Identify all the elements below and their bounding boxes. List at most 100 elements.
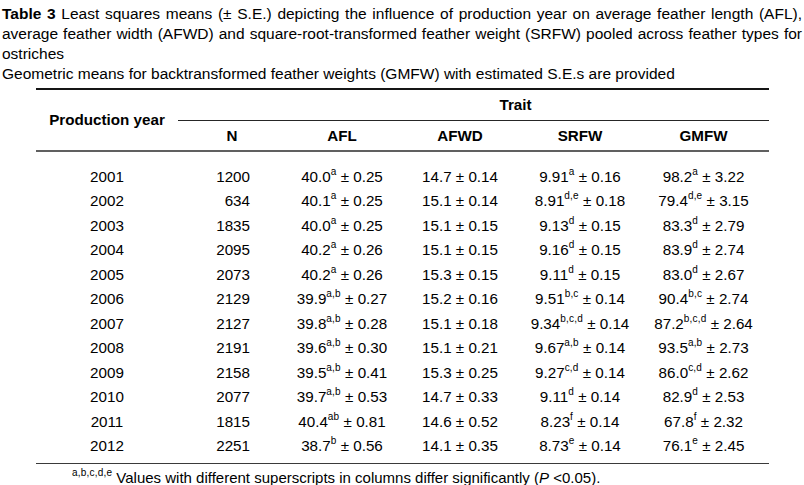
trait-standard-error: ± 0.33 <box>452 388 498 405</box>
trait-mean-value: 86.0 <box>659 364 689 381</box>
cell-gmfw: 87.2b,c,d ± 2.64 <box>638 311 769 336</box>
trait-standard-error: ± 2.53 <box>698 388 744 405</box>
cell-production-year: 2010 <box>36 385 178 410</box>
trait-mean-value: 90.4 <box>659 290 689 307</box>
cell-srfw: 9.51b,c ± 0.14 <box>522 287 638 312</box>
significance-superscript: d <box>568 386 574 397</box>
cell-afl: 40.0a ± 0.25 <box>286 213 398 238</box>
significance-superscript: a <box>331 190 337 201</box>
cell-production-year: 2003 <box>36 213 178 238</box>
cell-afl: 39.8a,b ± 0.28 <box>286 311 398 336</box>
trait-mean-value: 14.7 <box>422 168 452 185</box>
trait-standard-error: ± 0.21 <box>452 339 498 356</box>
trait-mean-value: 8.23 <box>541 413 571 430</box>
cell-afwd: 14.6 ± 0.52 <box>398 409 522 434</box>
cell-gmfw: 83.3d ± 2.79 <box>638 213 769 238</box>
cell-gmfw: 90.4b,c ± 2.74 <box>638 287 769 312</box>
cell-srfw: 9.11d ± 0.14 <box>522 385 638 410</box>
trait-mean-value: 40.0 <box>301 168 331 185</box>
cell-srfw: 9.13d ± 0.15 <box>522 213 638 238</box>
trait-mean-value: 15.1 <box>422 192 452 209</box>
cell-gmfw: 93.5a,b ± 2.73 <box>638 336 769 361</box>
trait-mean-value: 15.3 <box>422 266 452 283</box>
trait-mean-value: 15.1 <box>422 217 452 234</box>
trait-standard-error: ± 0.15 <box>452 241 498 258</box>
cell-gmfw: 83.0d ± 2.67 <box>638 262 769 287</box>
trait-standard-error: ± 0.15 <box>452 266 498 283</box>
trait-mean-value: 82.9 <box>663 388 693 405</box>
trait-standard-error: ± 0.25 <box>336 217 382 234</box>
trait-mean-value: 87.2 <box>654 315 684 332</box>
trait-standard-error: ± 0.56 <box>336 437 382 454</box>
significance-superscript: e <box>569 435 575 446</box>
cell-n: 2251 <box>178 434 286 464</box>
significance-superscript: b,c <box>688 288 702 299</box>
cell-afl: 40.2a ± 0.26 <box>286 262 398 287</box>
trait-standard-error: ± 0.25 <box>336 192 382 209</box>
trait-standard-error: ± 0.35 <box>452 437 498 454</box>
significance-superscript: e <box>692 435 698 446</box>
significance-superscript: d <box>692 264 698 275</box>
significance-superscript: a <box>331 166 337 177</box>
footnote-text: Values with different superscripts in co… <box>112 469 539 485</box>
trait-standard-error: ± 0.30 <box>341 339 387 356</box>
trait-standard-error: ± 0.25 <box>336 168 382 185</box>
footnote-superscripts: a,b,c,d,e <box>72 467 112 478</box>
trait-standard-error: ± 0.81 <box>339 413 385 430</box>
table-caption: Table 3 Least squares means (± S.E.) dep… <box>2 4 802 64</box>
trait-standard-error: ± 0.15 <box>574 241 620 258</box>
trait-standard-error: ± 0.14 <box>579 339 625 356</box>
trait-standard-error: ± 0.14 <box>574 437 620 454</box>
trait-standard-error: ± 0.16 <box>574 168 620 185</box>
cell-afl: 39.9a,b ± 0.27 <box>286 287 398 312</box>
significance-superscript: a,b <box>326 362 341 373</box>
trait-mean-value: 39.6 <box>297 339 327 356</box>
cell-afl: 39.5a,b ± 0.41 <box>286 360 398 385</box>
trait-standard-error: ± 0.26 <box>336 266 382 283</box>
significance-superscript: f <box>570 411 573 422</box>
cell-n: 2077 <box>178 385 286 410</box>
trait-standard-error: ± 0.14 <box>573 413 619 430</box>
caption-table-number: Table 3 <box>2 5 56 22</box>
trait-mean-value: 9.91 <box>539 168 569 185</box>
trait-standard-error: ± 0.14 <box>452 168 498 185</box>
trait-mean-value: 93.5 <box>658 339 688 356</box>
significance-superscript: d <box>692 239 698 250</box>
cell-n: 1835 <box>178 213 286 238</box>
column-header-n: N <box>178 121 286 152</box>
significance-superscript: ab <box>328 411 340 422</box>
least-squares-means-table: Production year Trait N AFL AFWD SRFW GM… <box>36 88 769 464</box>
trait-mean-value: 40.2 <box>301 266 331 283</box>
significance-superscript: a <box>692 166 698 177</box>
column-header-production-year: Production year <box>36 89 178 151</box>
trait-standard-error: ± 0.14 <box>579 290 625 307</box>
trait-standard-error: ± 2.74 <box>702 290 748 307</box>
footnote-p-symbol: P <box>539 469 549 485</box>
trait-standard-error: ± 0.27 <box>341 290 387 307</box>
cell-n: 2073 <box>178 262 286 287</box>
column-header-afl: AFL <box>286 121 398 152</box>
significance-superscript: a,b <box>326 386 341 397</box>
column-header-afwd: AFWD <box>398 121 522 152</box>
significance-superscript: d <box>692 215 698 226</box>
column-header-gmfw: GMFW <box>638 121 769 152</box>
trait-mean-value: 39.7 <box>297 388 327 405</box>
trait-standard-error: ± 0.18 <box>579 192 625 209</box>
cell-afl: 40.4ab ± 0.81 <box>286 409 398 434</box>
significance-superscript: b <box>331 435 337 446</box>
cell-afwd: 15.1 ± 0.21 <box>398 336 522 361</box>
trait-mean-value: 83.3 <box>663 217 693 234</box>
trait-standard-error: ± 0.15 <box>452 217 498 234</box>
cell-production-year: 2008 <box>36 336 178 361</box>
cell-production-year: 2012 <box>36 434 178 464</box>
trait-standard-error: ± 0.14 <box>574 388 620 405</box>
cell-production-year: 2005 <box>36 262 178 287</box>
trait-mean-value: 14.7 <box>422 388 452 405</box>
cell-srfw: 9.91a ± 0.16 <box>522 151 638 189</box>
table-body: 2001120040.0a ± 0.2514.7 ± 0.149.91a ± 0… <box>36 151 769 464</box>
trait-standard-error: ± 2.73 <box>702 339 748 356</box>
trait-standard-error: ± 0.25 <box>452 364 498 381</box>
cell-afwd: 15.2 ± 0.16 <box>398 287 522 312</box>
cell-afwd: 15.3 ± 0.15 <box>398 262 522 287</box>
cell-n: 1200 <box>178 151 286 189</box>
